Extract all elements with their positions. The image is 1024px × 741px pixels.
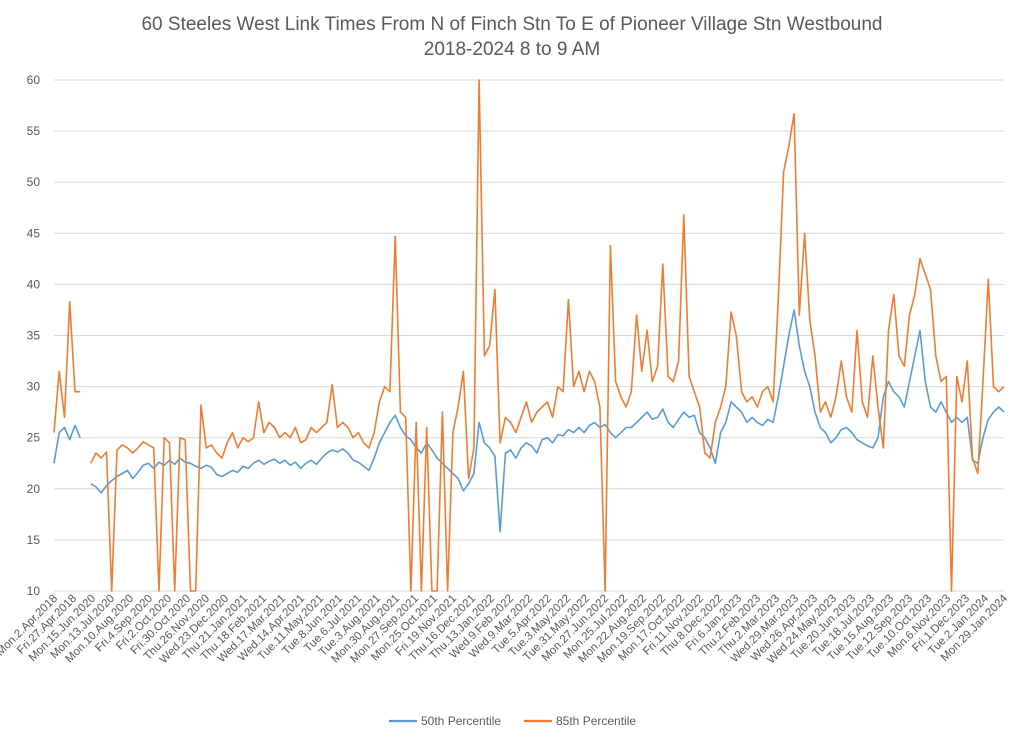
gridlines [54, 79, 1004, 592]
y-tick-label: 15 [27, 533, 41, 547]
y-tick-label: 30 [27, 380, 41, 394]
legend-label-85th: 85th Percentile [556, 714, 636, 728]
y-tick-label: 25 [27, 431, 41, 445]
y-tick-label: 20 [27, 482, 41, 496]
series-line-50th-percentile [53, 309, 1005, 533]
y-tick-label: 45 [27, 226, 41, 240]
series-line-85th-percentile [53, 79, 1005, 592]
y-axis-ticks: 10 15 20 25 30 35 40 45 50 55 60 [27, 73, 41, 598]
x-axis-ticks: Mon.2.Apr.2018Fri.27.Apr.2018Mon.15.Jun.… [0, 592, 1011, 666]
legend-label-50th: 50th Percentile [421, 714, 501, 728]
series-lines [53, 79, 1005, 592]
y-tick-label: 40 [27, 277, 41, 291]
chart-subtitle: 2018-2024 8 to 9 AM [424, 39, 600, 60]
y-tick-label: 50 [27, 175, 41, 189]
y-tick-label: 60 [27, 73, 41, 87]
chart-title: 60 Steeles West Link Times From N of Fin… [141, 14, 882, 35]
y-tick-label: 55 [27, 124, 41, 138]
y-tick-label: 35 [27, 329, 41, 343]
y-tick-label: 10 [27, 584, 41, 598]
legend: 50th Percentile 85th Percentile [389, 714, 636, 728]
